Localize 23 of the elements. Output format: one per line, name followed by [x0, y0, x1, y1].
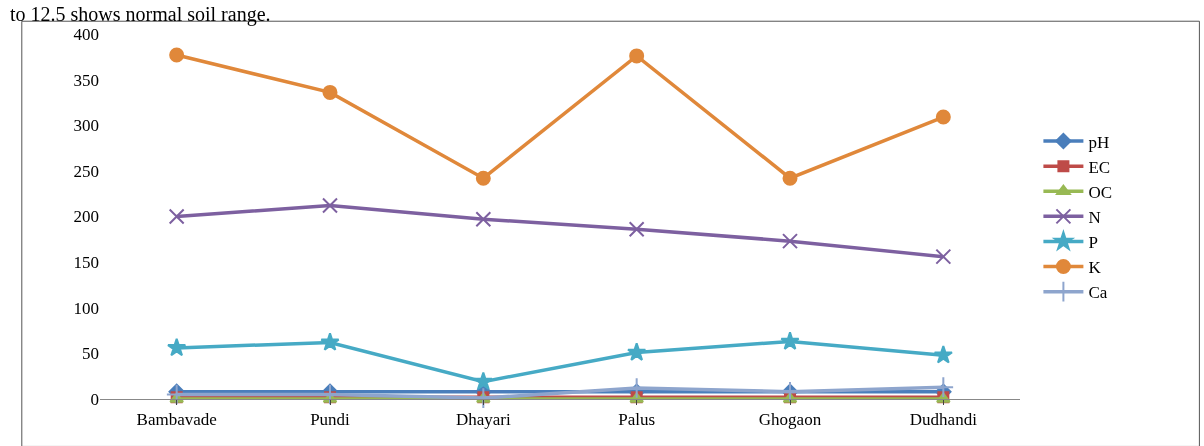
legend-label: K: [1088, 258, 1102, 278]
y-tick-label: 50: [82, 344, 99, 364]
y-tick-label: 200: [73, 207, 99, 227]
x-tick-label: Ghogaon: [758, 410, 822, 430]
x-tick-label: Dudhandi: [909, 410, 978, 430]
y-tick-label: 250: [73, 161, 99, 181]
y-tick-label: 350: [73, 70, 99, 90]
x-tick-label: Palus: [618, 410, 656, 430]
y-tick-label: 0: [90, 389, 99, 409]
legend-label: P: [1088, 233, 1098, 253]
x-tick-label: Dhayari: [455, 410, 511, 430]
legend-label: N: [1088, 207, 1101, 227]
legend-label: Ca: [1088, 283, 1108, 303]
y-tick-label: 300: [73, 116, 99, 136]
x-tick-label: Bambavade: [136, 410, 217, 430]
text: to 12.5 shows normal soil range.: [10, 3, 271, 26]
x-tick-label: Pundi: [310, 410, 351, 430]
legend-label: EC: [1088, 157, 1111, 177]
legend-label: OC: [1088, 182, 1113, 202]
y-tick-label: 400: [73, 24, 99, 44]
y-tick-label: 100: [73, 298, 99, 318]
legend-label: pH: [1088, 132, 1110, 152]
y-tick-label: 150: [73, 253, 99, 273]
